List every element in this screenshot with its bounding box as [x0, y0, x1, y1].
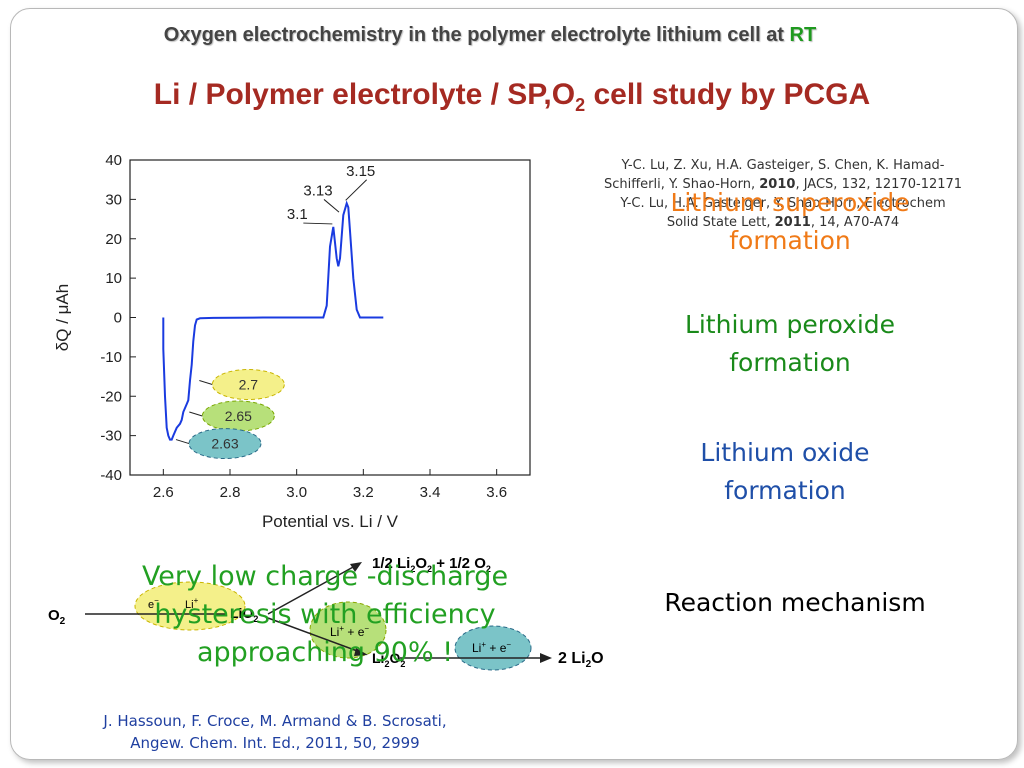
hysteresis-line3: approaching 90% !	[196, 637, 454, 668]
annotation-label: 3.1	[287, 206, 308, 223]
annotation-leader	[199, 380, 213, 385]
two-li2o-label: 2 Li2O	[558, 650, 604, 670]
annotation-label: 2.63	[211, 436, 238, 452]
x-tick-label: 3.2	[353, 484, 374, 501]
y-tick-label: 10	[105, 270, 122, 287]
arrowhead-1	[350, 562, 362, 572]
mechanism-diagram: O2 e− Li+ LiO2 Li+ + e− 1/2 Li2O2 + 1/2 …	[48, 555, 604, 671]
e-minus-label: e−	[148, 596, 159, 611]
main-title-sub: 2	[575, 95, 586, 115]
citation: J. Hassoun, F. Croce, M. Armand & B. Scr…	[40, 710, 510, 754]
superoxide-line1: Lithium superoxide	[670, 188, 910, 217]
lio2-label: LiO2	[230, 605, 258, 624]
oxide-line2: formation	[724, 476, 846, 505]
x-axis-label: Potential vs. Li / V	[262, 512, 399, 531]
arrow-to-half	[267, 565, 356, 615]
main-title-prefix: Li / Polymer electrolyte / SP,O	[153, 78, 576, 111]
superoxide-line2: formation	[729, 226, 851, 255]
y-tick-label: 30	[105, 191, 122, 208]
ref1-line2: Schifferli, Y. Shao-Horn, 2010, JACS, 13…	[552, 175, 1014, 194]
x-tick-label: 3.0	[286, 484, 307, 501]
hysteresis-line2: hysteresis with efficiency	[154, 599, 496, 630]
peroxide-line1: Lithium peroxide	[684, 310, 896, 339]
peroxide-line2: formation	[729, 348, 851, 377]
o2-label: O2	[48, 607, 66, 627]
main-title-suffix: cell study by PCGA	[585, 78, 871, 111]
ref1-line1: Y-C. Lu, Z. Xu, H.A. Gasteiger, S. Chen,…	[621, 158, 945, 173]
x-tick-label: 3.4	[420, 484, 441, 501]
annotation-leader	[303, 222, 333, 225]
annotation-bubble	[211, 369, 285, 400]
annotation-label: 2.7	[239, 377, 259, 393]
ref2-line1: Y-C. Lu, H.A. Gasteiger, Y. Shao-Horn, E…	[620, 196, 946, 211]
citation-line2: Angew. Chem. Int. Ed., 2011, 50, 2999	[130, 734, 420, 752]
header-title: Oxygen electrochemistry in the polymer e…	[0, 24, 980, 47]
references: Y-C. Lu, Z. Xu, H.A. Gasteiger, S. Chen,…	[552, 156, 1014, 232]
y-tick-label: 0	[114, 310, 122, 327]
citation-line1: J. Hassoun, F. Croce, M. Armand & B. Scr…	[103, 712, 447, 730]
oxide-label: Lithium oxide formation	[590, 434, 980, 510]
header-title-rt: RT	[789, 24, 817, 46]
annotation-label: 3.15	[346, 163, 375, 180]
slide-frame	[10, 8, 1018, 760]
main-title: Li / Polymer electrolyte / SP,O2 cell st…	[0, 78, 1024, 116]
annotation-label: 3.13	[303, 182, 332, 199]
ref2-year: 2011	[774, 215, 811, 230]
reaction-mechanism-label: Reaction mechanism	[664, 588, 926, 617]
annotation-leader	[175, 439, 190, 445]
x-tick-label: 2.8	[220, 484, 241, 501]
y-tick-label: -40	[100, 467, 122, 484]
arrow-to-li2o2	[267, 617, 361, 653]
arrowhead-2	[354, 648, 368, 656]
series-line	[162, 200, 384, 441]
hysteresis-line1: Very low charge -discharge	[141, 561, 509, 592]
y-tick-label: 40	[105, 152, 122, 169]
annotation-bubble	[201, 400, 275, 432]
y-tick-label: 20	[105, 231, 122, 248]
x-tick-label: 2.6	[153, 484, 174, 501]
li-bubble3-label: Li+ + e−	[472, 640, 511, 655]
oxide-line1: Lithium oxide	[700, 438, 870, 467]
li-bubble-3	[454, 625, 532, 671]
pcga-chart: 2.6 2.8 3.0 3.2 3.4 3.6 40 30 20 10 0 -10 -20 -30 -40 P…	[53, 152, 531, 531]
y-tick-label: -20	[100, 388, 122, 405]
half-li2o2-label: 1/2 Li2O2 + 1/2 O2	[372, 555, 491, 574]
annotation-bubble	[188, 428, 262, 460]
ref1-line2b: , JACS, 132, 12170-12171	[795, 177, 963, 192]
y-tick-label: -10	[100, 349, 122, 366]
ref1-year: 2010	[759, 177, 796, 192]
annotation-leader	[345, 179, 368, 201]
header-title-text: Oxygen electrochemistry in the polymer e…	[163, 24, 784, 46]
hysteresis-note: Very low charge -discharge hysteresis wi…	[70, 558, 580, 672]
peroxide-label: Lithium peroxide formation	[590, 306, 990, 382]
ref1-line2a: Schifferli, Y. Shao-Horn,	[603, 177, 760, 192]
ref2-line2: Solid State Lett, 2011, 14, A70-A74	[552, 213, 1014, 232]
arrowhead-3	[540, 653, 552, 663]
y-tick-label: -30	[100, 428, 122, 445]
ref2-line2b: , 14, A70-A74	[810, 215, 900, 230]
li-bubble2-label: Li+ + e−	[330, 624, 369, 639]
li2o2-label: Li2O2	[372, 650, 405, 669]
li-bubble-2	[309, 601, 387, 659]
li-bubble1-label: Li+	[185, 596, 199, 611]
annotation-leader	[323, 199, 340, 213]
x-tick-label: 3.6	[486, 484, 507, 501]
plot-frame	[129, 159, 531, 476]
annotation-label: 2.65	[225, 408, 252, 424]
y-axis-label: δQ / μAh	[53, 284, 72, 351]
annotation-leader	[189, 411, 203, 417]
superoxide-label: Lithium superoxide formation	[600, 184, 980, 260]
ref2-line2a: Solid State Lett,	[666, 215, 775, 230]
e-bubble	[134, 581, 246, 631]
